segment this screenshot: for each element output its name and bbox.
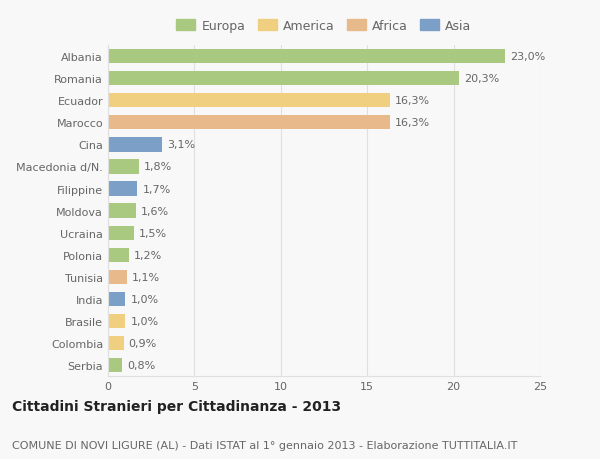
Text: 1,7%: 1,7%: [143, 184, 171, 194]
Bar: [108, 314, 125, 329]
Bar: [108, 94, 389, 108]
Text: 0,8%: 0,8%: [127, 360, 155, 370]
Text: 1,1%: 1,1%: [132, 272, 160, 282]
Text: 1,5%: 1,5%: [139, 228, 167, 238]
Bar: [108, 72, 459, 86]
Text: 16,3%: 16,3%: [395, 96, 430, 106]
Bar: [108, 116, 389, 130]
Bar: [108, 292, 125, 307]
Bar: [108, 358, 122, 373]
Bar: [108, 248, 129, 263]
Text: 1,0%: 1,0%: [130, 294, 158, 304]
Text: 1,8%: 1,8%: [144, 162, 173, 172]
Bar: [108, 204, 136, 218]
Bar: [108, 138, 161, 152]
Text: 1,2%: 1,2%: [134, 250, 162, 260]
Text: 20,3%: 20,3%: [464, 74, 499, 84]
Text: 1,6%: 1,6%: [141, 206, 169, 216]
Text: 23,0%: 23,0%: [511, 52, 546, 62]
Bar: [108, 336, 124, 351]
Bar: [108, 270, 127, 285]
Text: Cittadini Stranieri per Cittadinanza - 2013: Cittadini Stranieri per Cittadinanza - 2…: [12, 399, 341, 413]
Text: COMUNE DI NOVI LIGURE (AL) - Dati ISTAT al 1° gennaio 2013 - Elaborazione TUTTIT: COMUNE DI NOVI LIGURE (AL) - Dati ISTAT …: [12, 440, 517, 450]
Text: 16,3%: 16,3%: [395, 118, 430, 128]
Text: 1,0%: 1,0%: [130, 316, 158, 326]
Legend: Europa, America, Africa, Asia: Europa, America, Africa, Asia: [176, 20, 472, 33]
Text: 3,1%: 3,1%: [167, 140, 195, 150]
Bar: [108, 226, 134, 241]
Bar: [108, 50, 505, 64]
Bar: [108, 160, 139, 174]
Bar: [108, 182, 137, 196]
Text: 0,9%: 0,9%: [129, 338, 157, 348]
